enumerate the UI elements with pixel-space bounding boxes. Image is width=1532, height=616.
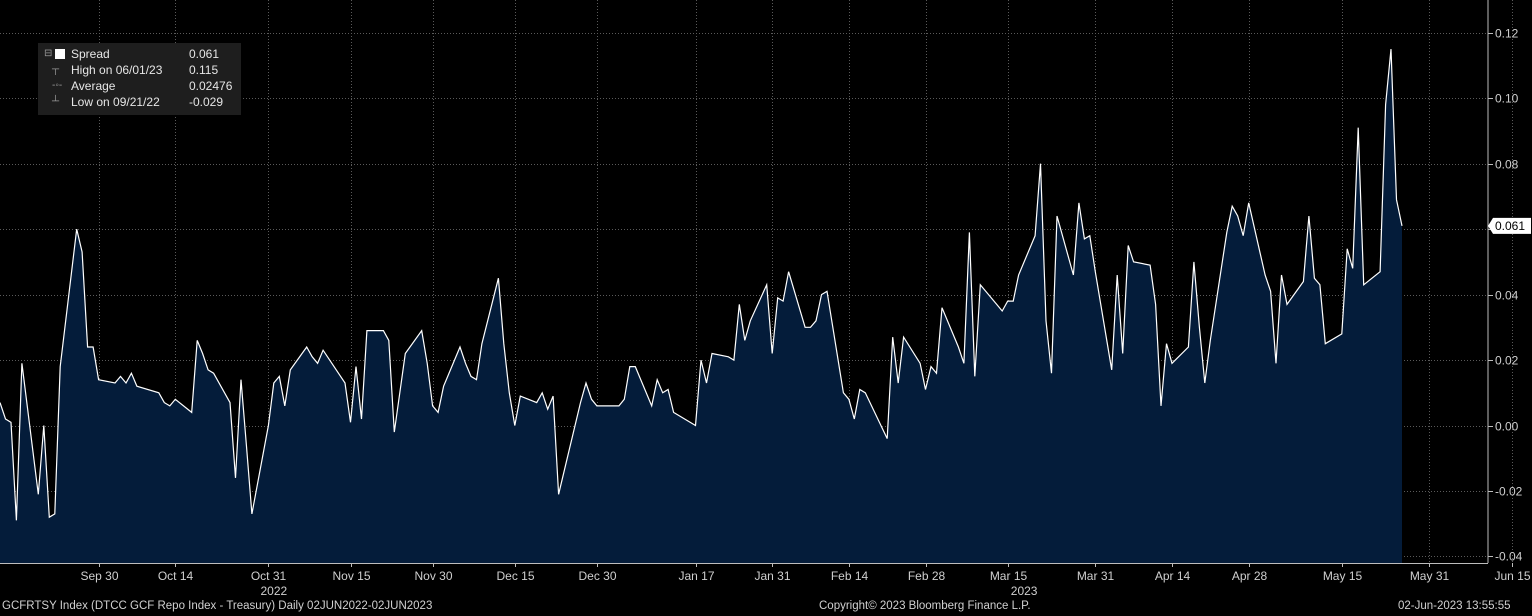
y-tick-label: 0.04 xyxy=(1495,289,1519,303)
year-label: 2022 xyxy=(260,584,287,598)
legend-row-low: ┴ Low on 09/21/22 -0.029 xyxy=(38,94,241,110)
last-value-marker: 0.061 xyxy=(1488,217,1531,234)
average-marker-icon: -◦- xyxy=(52,80,63,91)
x-tick-label: Oct 14 xyxy=(158,569,194,583)
y-tick-label: -0.04 xyxy=(1495,550,1523,564)
chart-canvas: -0.04-0.020.000.020.040.060.080.100.12 S… xyxy=(0,0,1531,598)
legend-label: High on 06/01/23 xyxy=(71,63,163,77)
x-tick-label: Feb 28 xyxy=(908,569,946,583)
y-tick-label: 0.00 xyxy=(1495,420,1519,434)
x-tick-label: Mar 31 xyxy=(1077,569,1115,583)
legend-row-average: -◦- Average 0.02476 xyxy=(38,78,241,94)
x-tick-label: Jun 15 xyxy=(1494,569,1530,583)
spread-area xyxy=(0,49,1402,564)
legend-label: Average xyxy=(71,79,116,93)
legend-value: 0.115 xyxy=(189,63,219,77)
y-axis: -0.04-0.020.000.020.040.060.080.100.12 xyxy=(1487,0,1523,564)
x-tick-label: Sep 30 xyxy=(80,569,118,583)
legend-value: 0.061 xyxy=(189,47,220,61)
x-tick-label: Feb 14 xyxy=(831,569,869,583)
spread-swatch-icon xyxy=(55,49,65,59)
legend-box: ⊟ Spread 0.061 ┬ High on 06/01/23 0.115 … xyxy=(38,43,241,115)
x-tick-label: Nov 30 xyxy=(414,569,452,583)
last-value-box xyxy=(1488,217,1531,234)
last-value-label: 0.061 xyxy=(1495,219,1525,233)
year-label: 2023 xyxy=(1011,584,1038,598)
high-marker-icon: ┬ xyxy=(52,64,60,75)
y-tick-label: 0.08 xyxy=(1495,158,1519,172)
x-tick-label: May 15 xyxy=(1323,569,1363,583)
legend-label: Spread xyxy=(71,47,110,61)
footer-ticker: GCFRTSY Index (DTCC GCF Repo Index - Tre… xyxy=(2,600,433,612)
y-tick-label: 0.02 xyxy=(1495,354,1519,368)
x-tick-label: Oct 31 xyxy=(251,569,287,583)
x-tick-label: Apr 28 xyxy=(1232,569,1268,583)
x-tick-label: Jan 31 xyxy=(754,569,790,583)
y-tick-label: 0.10 xyxy=(1495,92,1519,106)
legend-row-high: ┬ High on 06/01/23 0.115 xyxy=(38,62,241,78)
x-tick-label: Mar 15 xyxy=(990,569,1028,583)
legend-label: Low on 09/21/22 xyxy=(71,95,160,109)
x-tick-label: Nov 15 xyxy=(332,569,370,583)
x-tick-label: May 31 xyxy=(1410,569,1450,583)
x-tick-label: Dec 30 xyxy=(578,569,616,583)
spread-line xyxy=(0,49,1403,521)
x-tick-label: Jan 17 xyxy=(678,569,714,583)
x-tick-label: Dec 15 xyxy=(496,569,534,583)
footer-timestamp: 02-Jun-2023 13:55:55 xyxy=(1398,600,1511,612)
y-tick-label: -0.02 xyxy=(1495,485,1523,499)
legend-row-spread: ⊟ Spread 0.061 xyxy=(38,46,241,62)
legend-value: -0.029 xyxy=(189,95,224,109)
y-tick-label: 0.12 xyxy=(1495,27,1519,41)
x-tick-label: Apr 14 xyxy=(1155,569,1191,583)
x-axis: Sep 30 Oct 14 Oct 31 Nov 15 Nov 30 Dec 15 Dec … xyxy=(0,563,1531,598)
footer-copyright: Copyright© 2023 Bloomberg Finance L.P. xyxy=(819,600,1031,612)
low-marker-icon: ┴ xyxy=(52,96,60,107)
collapse-icon[interactable]: ⊟ xyxy=(44,48,53,59)
legend-value: 0.02476 xyxy=(189,79,233,93)
